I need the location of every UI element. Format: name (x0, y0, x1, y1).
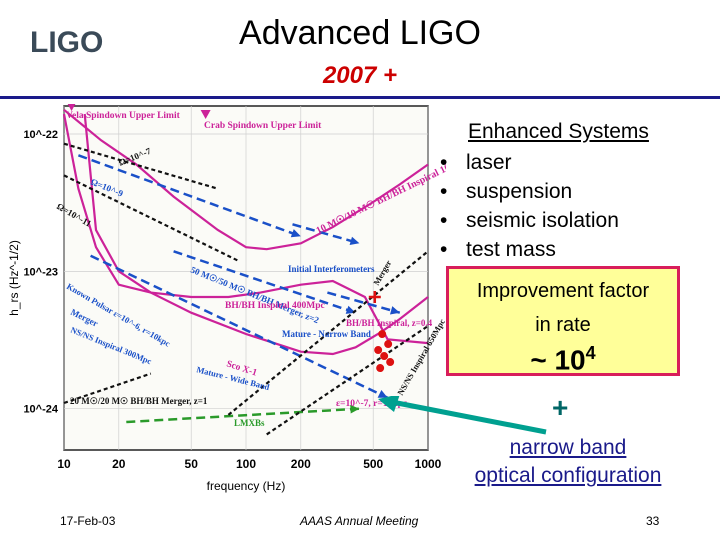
x-tick-label: 1000 (415, 457, 442, 471)
curve (77, 154, 302, 238)
curve (126, 407, 360, 424)
lmxb-point (384, 340, 393, 349)
x-tick-label: 500 (363, 457, 383, 471)
improvement-line-1: Improvement factor (476, 280, 650, 302)
narrow-band-line-1: narrow band (509, 436, 627, 459)
lmxb-point (380, 352, 389, 361)
curve (63, 142, 219, 190)
narrow-band-note: narrow band optical configuration (446, 434, 690, 490)
improvement-line-2: in rate (535, 314, 591, 336)
chart-annotation: BH/BH Inspiral, z=0.4 (346, 318, 433, 328)
ligo-logo: LIGO (30, 26, 103, 58)
narrow-band-line-2: optical configuration (474, 464, 662, 487)
curve (63, 108, 429, 251)
chart-annotation: LMXBs (234, 418, 265, 428)
spindown-marker (200, 109, 211, 119)
footer-page-number: 33 (646, 514, 660, 528)
curve (90, 254, 389, 399)
lmxb-point (386, 358, 395, 367)
chart-annotation: Vela Spindown Upper Limit (66, 111, 181, 121)
systems-heading: Enhanced Systems (468, 120, 649, 143)
curve (173, 250, 356, 314)
slide-subtitle: 2007 + (322, 62, 398, 89)
curve (266, 325, 429, 436)
lmxb-point (374, 346, 383, 355)
curve (327, 291, 401, 314)
curve (227, 250, 429, 416)
chart-annotation: 20 M☉/20 M☉ BH/BH Merger, z=1 (70, 396, 208, 406)
chart-annotation: Mature - Narrow Band (282, 329, 371, 339)
curve-arrowhead (350, 404, 360, 414)
curve (63, 372, 152, 405)
footer-date: 17-Feb-03 (60, 514, 116, 528)
x-axis-label: frequency (Hz) (207, 479, 286, 493)
curve-arrowhead (290, 229, 301, 238)
x-tick-label: 10 (57, 457, 71, 471)
narrow-band-arrow (378, 396, 547, 435)
footer-meeting: AAAS Annual Meeting (300, 514, 419, 528)
y-tick-label: 10^-24 (23, 404, 58, 416)
curve (63, 174, 239, 262)
chart-annotation: Crab Spindown Upper Limit (204, 121, 322, 131)
chart-annotation: Initial Interferometers (288, 264, 375, 274)
systems-list: laser suspension seismic isolation test … (440, 148, 619, 264)
improvement-value-exponent: 4 (585, 343, 596, 363)
improvement-box: Improvement factor in rate ~ 104 (446, 266, 680, 376)
x-tick-label: 200 (291, 457, 311, 471)
x-tick-label: 100 (236, 457, 256, 471)
curve (292, 223, 360, 245)
sensitivity-chart: 10 20 50 100 200 500 1000 10^-22 10^-23 10^-24 fre… (7, 104, 446, 493)
spindown-marker (67, 104, 76, 111)
slide-title: Advanced LIGO (239, 14, 481, 52)
system-item-seismic-isolation: seismic isolation (440, 206, 619, 235)
x-tick-label: 50 (185, 457, 199, 471)
improvement-value-base: ~ 10 (530, 344, 586, 376)
y-tick-label: 10^-23 (23, 266, 58, 278)
system-item-laser: laser (440, 148, 619, 177)
lmxb-point (376, 364, 385, 373)
curve-arrowhead (349, 236, 360, 245)
title-divider (0, 96, 720, 99)
plus-sign: + (552, 392, 569, 423)
logo-text: LIGO (30, 26, 103, 58)
system-item-suspension: suspension (440, 177, 619, 206)
x-tick-label: 20 (112, 457, 126, 471)
improvement-value: ~ 104 (449, 343, 677, 376)
curve-arrowhead (377, 390, 388, 398)
y-axis-label: h_rs (Hz^-1/2) (7, 240, 21, 316)
chart-annotation: BH/BH Inspiral 400Mpc (225, 301, 325, 311)
y-tick-label: 10^-22 (23, 129, 58, 141)
system-item-test-mass: test mass (440, 235, 619, 264)
curve (62, 113, 429, 345)
chart-annotation: ε=10^-7, r=10kpc (336, 399, 407, 409)
sco-x1-marker (368, 291, 381, 304)
curve-arrowhead (390, 306, 400, 315)
lmxb-point (378, 330, 387, 339)
